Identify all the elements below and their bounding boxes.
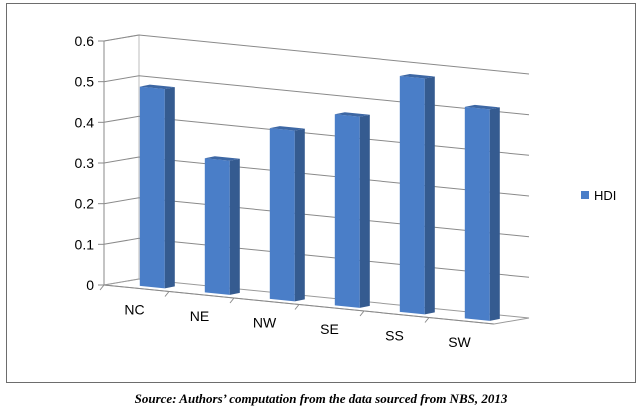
category-label-ne: NE bbox=[190, 308, 209, 324]
bar-side bbox=[229, 158, 240, 295]
y-tick-label: 0.5 bbox=[75, 74, 95, 90]
y-tick-label: 0.1 bbox=[75, 236, 95, 252]
gridline bbox=[103, 197, 530, 238]
bar-top bbox=[139, 84, 175, 90]
x-tick-mark bbox=[359, 310, 365, 317]
y-tick-label: 0 bbox=[86, 277, 94, 293]
bar-top bbox=[464, 104, 500, 110]
bar-top bbox=[399, 74, 435, 79]
y-tick-label: 0.6 bbox=[75, 33, 95, 49]
y-tick-label: 0.3 bbox=[75, 155, 95, 171]
bar-front bbox=[269, 128, 295, 302]
chart-frame: 0 0.1 0.2 0.3 0.4 0.5 0.6 NC NE NW SE SS SW HDI bbox=[6, 3, 636, 383]
bar-ss bbox=[399, 74, 435, 315]
gridline bbox=[103, 156, 530, 197]
bar-side bbox=[359, 114, 370, 308]
bar-nc bbox=[139, 84, 175, 289]
bar-front bbox=[204, 158, 230, 295]
bar-side bbox=[294, 128, 305, 302]
gridlines bbox=[103, 34, 530, 278]
hdi-bar-chart: 0 0.1 0.2 0.3 0.4 0.5 0.6 NC NE NW SE SS SW HDI bbox=[75, 33, 617, 350]
bar-top bbox=[269, 126, 305, 131]
x-tick-mark bbox=[424, 317, 430, 323]
bar-top bbox=[204, 156, 240, 161]
category-label-ss: SS bbox=[385, 327, 404, 343]
gridline bbox=[103, 75, 530, 116]
bar-side bbox=[489, 107, 500, 321]
bar-front bbox=[399, 76, 425, 315]
legend: HDI bbox=[581, 188, 616, 203]
bar-top bbox=[334, 112, 370, 117]
bar-ne bbox=[204, 156, 240, 295]
bar-sw bbox=[464, 104, 500, 321]
legend-swatch-hdi bbox=[581, 191, 589, 199]
category-label-nw: NW bbox=[253, 314, 277, 330]
source-caption: Source: Authors’ computation from the da… bbox=[134, 391, 508, 406]
bars bbox=[139, 74, 500, 321]
bar-side bbox=[164, 87, 175, 289]
category-label-sw: SW bbox=[448, 334, 471, 350]
y-tick-label: 0.2 bbox=[75, 196, 95, 212]
bar-front bbox=[464, 106, 490, 321]
gridline bbox=[103, 34, 530, 75]
bar-front bbox=[139, 86, 165, 289]
bar-front bbox=[334, 114, 360, 308]
category-label-nc: NC bbox=[124, 301, 144, 317]
x-tick-mark bbox=[229, 297, 235, 304]
legend-label-hdi: HDI bbox=[594, 188, 616, 203]
x-tick-mark bbox=[99, 284, 105, 291]
x-tick-mark bbox=[164, 291, 170, 297]
gridline bbox=[103, 237, 530, 278]
x-tick-mark bbox=[294, 304, 300, 310]
gridline bbox=[103, 115, 530, 156]
bar-nw bbox=[269, 126, 305, 302]
y-tick-label: 0.4 bbox=[75, 114, 95, 130]
category-label-se: SE bbox=[320, 321, 339, 337]
y-axis: 0 0.1 0.2 0.3 0.4 0.5 0.6 bbox=[75, 33, 105, 293]
bar-side bbox=[424, 76, 435, 315]
x-axis: NC NE NW SE SS SW bbox=[99, 284, 495, 350]
bar-se bbox=[334, 112, 370, 308]
